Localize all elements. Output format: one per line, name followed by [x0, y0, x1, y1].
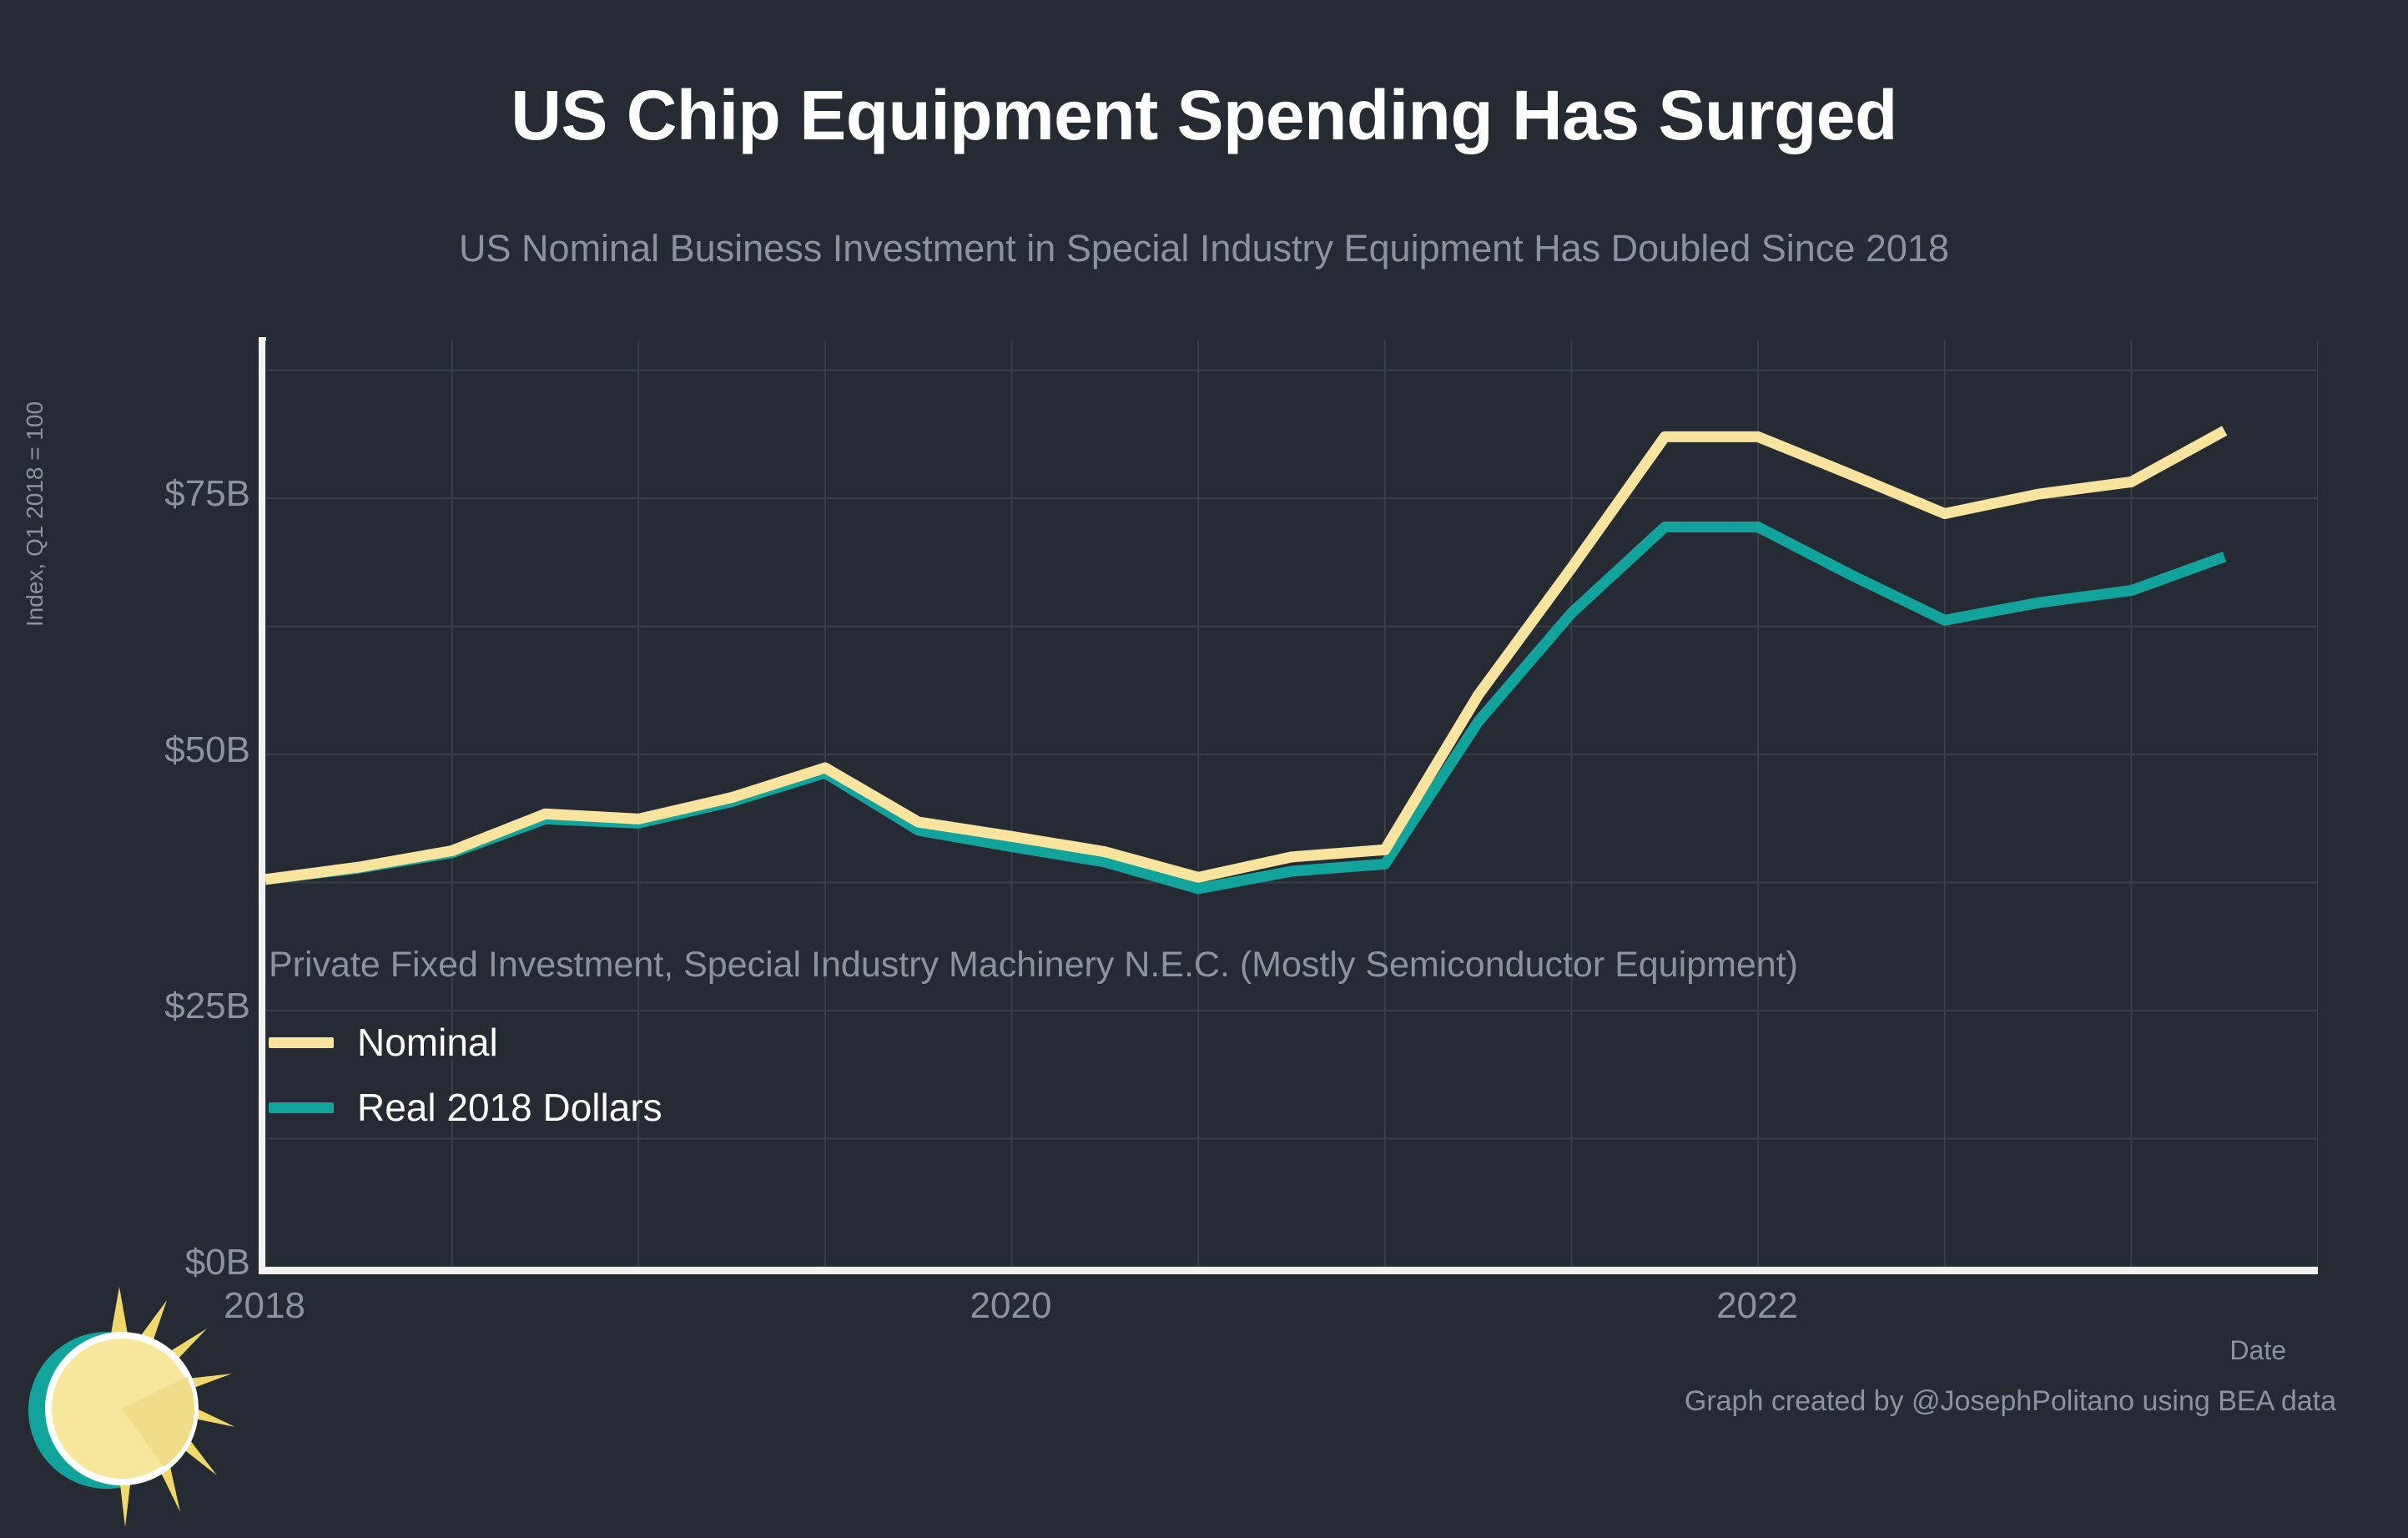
- page-title: US Chip Equipment Spending Has Surged: [511, 76, 1897, 154]
- legend-item-label: Real 2018 Dollars: [357, 1086, 662, 1129]
- legend-title: Private Fixed Investment, Special Indust…: [269, 945, 1798, 985]
- legend-item-label: Nominal: [357, 1021, 498, 1064]
- series-line-nominal: [265, 426, 2228, 885]
- x-axis-title: Date: [2229, 1335, 2286, 1365]
- legend-swatch: [269, 1036, 334, 1048]
- credit-text: Graph created by @JosephPolitano using B…: [1684, 1385, 2336, 1417]
- x-tick-label: 2020: [970, 1285, 1052, 1326]
- y-tick-labels: $0B $25B $50B $75B: [0, 0, 250, 1538]
- legend-item[interactable]: Real 2018 Dollars: [269, 1075, 662, 1140]
- plot-area: [265, 340, 2318, 1267]
- logo-sun-wedge: [122, 1377, 195, 1467]
- x-tick-label: 2018: [224, 1285, 305, 1326]
- y-tick-label: $50B: [164, 729, 250, 771]
- y-axis-line: [259, 337, 266, 1273]
- sun-logo: [28, 1287, 235, 1527]
- legend-item[interactable]: Nominal: [269, 1010, 662, 1075]
- x-axis-line: [259, 1267, 2318, 1274]
- legend-swatch: [269, 1102, 334, 1113]
- y-tick-label: $25B: [164, 986, 250, 1027]
- legend: Nominal Real 2018 Dollars: [269, 1010, 662, 1140]
- y-tick-label: $0B: [184, 1242, 250, 1283]
- y-tick-label: $75B: [164, 473, 250, 515]
- page-subtitle: US Nominal Business Investment in Specia…: [459, 227, 1949, 270]
- chart-svg: [265, 340, 2318, 1267]
- series-line-real-2018-dollars: [265, 521, 2227, 895]
- x-tick-label: 2022: [1716, 1285, 1798, 1326]
